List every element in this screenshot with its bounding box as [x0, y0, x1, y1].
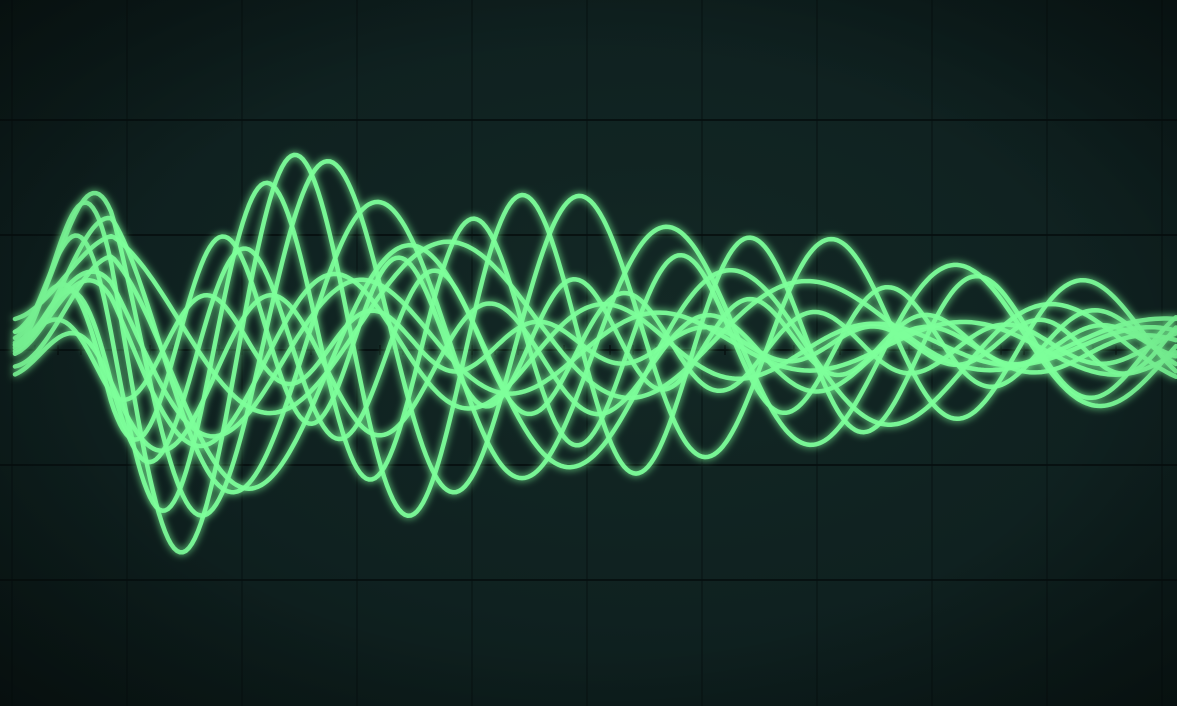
waveform-trace: [12, 246, 1177, 465]
waveform-trace: [12, 152, 1177, 555]
waveform-trace: [12, 269, 1177, 439]
waveform-traces: [12, 152, 1177, 555]
waveform-trace: [12, 243, 1177, 491]
waveform-trace: [12, 199, 1177, 495]
waveform-trace: [12, 271, 1177, 449]
waveform-trace: [12, 292, 1177, 403]
waveform-trace: [12, 292, 1177, 453]
waveform-trace: [12, 158, 1177, 518]
waveform-trace: [12, 180, 1177, 513]
waveform-trace: [12, 233, 1177, 416]
